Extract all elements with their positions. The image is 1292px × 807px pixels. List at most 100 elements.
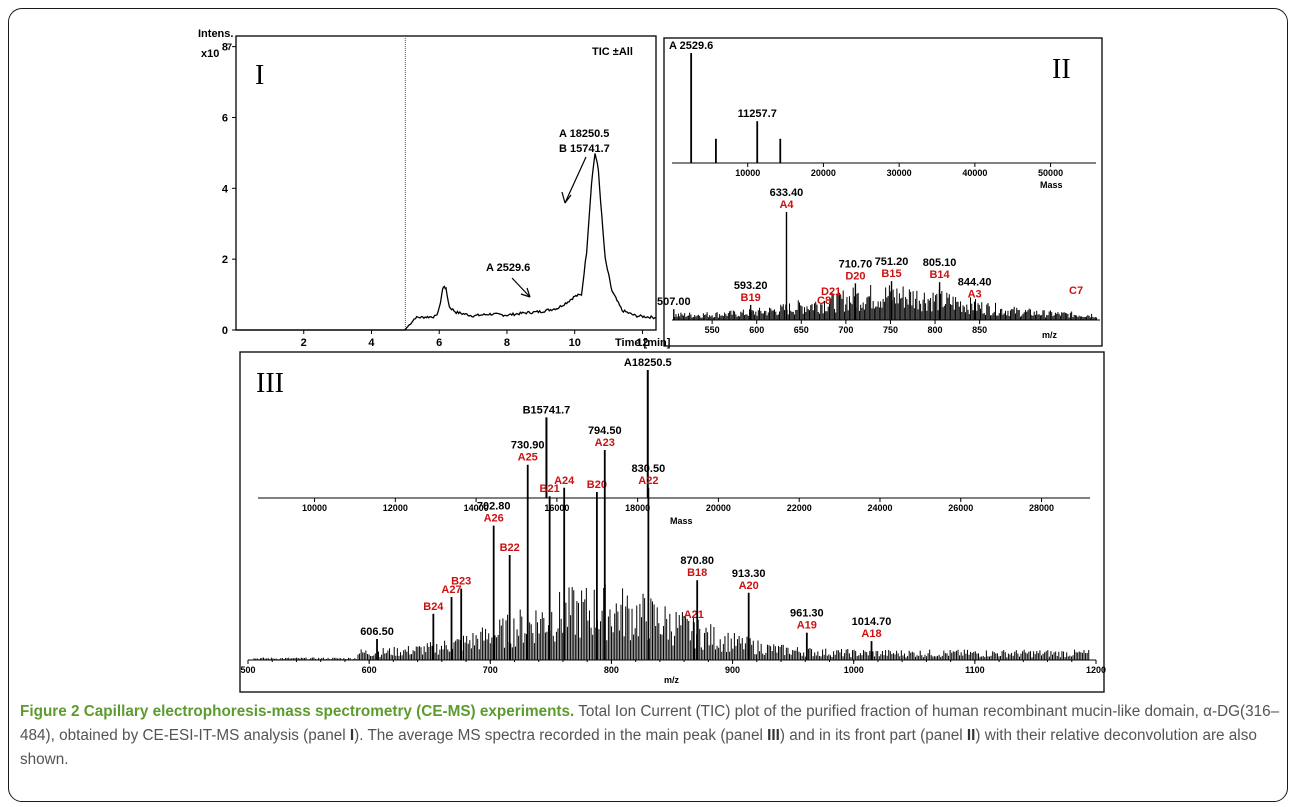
panel-iii-ms-ion-label: B23 [451,576,471,588]
panel-i-frame [235,35,657,331]
caption-bold-1: I [349,727,355,744]
panel-iii-ms-ion-label: A18 [861,628,881,640]
panel-iii-ms-peak-label: 830.50 [632,463,666,475]
panel-i-x-tick-label: 6 [436,337,442,349]
panel-iii-ms-ion-label: A25 [518,452,538,464]
panel-iii-ms-peak-label: 1014.70 [852,616,892,628]
panel-ii-ms-ion-label: A3 [968,289,982,301]
panel-iii-ms-tick-label: 1100 [965,665,985,675]
panel-iii-deconv-tick-label: 12000 [383,503,408,513]
panel-i-annotation-a-arrowhead [561,191,572,204]
panel-ii-ms-peak-label: 593.20 [734,280,768,292]
panel-ii-deconv-peak-label: A 2529.6 [669,40,713,52]
panel-ii-ms-ion-label: B14 [929,269,950,281]
panel-ii-ms-ion-label: B19 [741,292,761,304]
panel-iii-ms-ion-label: A26 [484,513,504,525]
panel-iii-ms-ion-label: A24 [554,475,575,487]
caption-text-4: ) with their relative deconvolution are … [20,727,1257,768]
panel-iii-deconv-peak-label: A18250.5 [624,357,672,369]
panel-iii-mass-label: Mass [670,516,693,526]
panel-iii-ms-ion-label: A20 [739,580,759,592]
panel-iii-ms-tick-label: 500 [240,665,255,675]
panel-ii-ms-peak-label: 507.00 [657,296,691,308]
panel-iii: III 10000 12000 14000 16000 18000 20000 22000 2… [239,351,1106,693]
caption-title: Figure 2 Capillary electrophoresis-mass … [20,703,575,720]
panel-ii-ms-tick-label: 600 [749,325,764,335]
caption-bold-3: II [966,727,976,744]
panel-i-x-tick-label: 4 [368,337,375,349]
panel-iii-ms-ion-label: B18 [687,567,707,579]
panel-i-y-tick-label: 4 [222,183,229,195]
panel-ii-ms-ion-label: D20 [845,270,865,282]
panel-iii-ms-ion-label: B24 [423,601,444,613]
panel-ii-deconv-tick-label: 10000 [735,168,760,178]
caption-bold-2: III [767,727,780,744]
panel-iii-ms-peak-label: 730.90 [511,440,545,452]
panel-iii-ms-ion-label: B22 [500,542,520,554]
panel-iii-ms-tick-label: 1000 [844,665,864,675]
panel-i-y-tick-label: 2 [222,254,228,266]
panel-iii-ms-ion-label: A27 [441,584,461,596]
panel-ii-ms-tick-label: 650 [794,325,809,335]
panel-iii-ms-peak-label: 606.50 [360,626,394,638]
panel-iii-deconv-tick-label: 26000 [948,503,973,513]
panel-iii-ms-spectrum: 500 600 700 800 900 1000 1100 1200606.50B24A27B… [240,425,1106,675]
panel-iii-ms-ion-label: A22 [638,475,658,487]
panel-iii-deconvolution: 10000 12000 14000 16000 18000 20000 22000 24000… [258,357,1090,513]
panel-i-y-exponent: 7 [227,42,232,52]
panel-ii-ms-tick-label: 800 [928,325,943,335]
panel-i-y-multiplier: x10 [201,48,219,60]
panel-i-trace-label: TIC ±All [592,46,633,58]
panel-i-tic-trace [236,153,657,331]
panel-i-x-axis-label: Time [min] [615,337,671,349]
panel-iii-ms-tick-label: 800 [604,665,619,675]
panel-iii-deconv-tick-label: 14000 [464,503,489,513]
panel-ii-ms-peak-label: 805.10 [923,257,957,269]
panel-iii-ms-tick-label: 900 [725,665,740,675]
panel-ii-ms-tick-label: 700 [838,325,853,335]
panel-i-annotation-b-arrowhead [520,287,531,298]
panel-i-roman-label: I [255,60,264,91]
panel-ii-deconv-tick-label: 50000 [1038,168,1063,178]
panel-ii: II 10000 20000 30000 40000 50000 A 2529.6 1125… [657,37,1103,347]
panel-ii-ms-tick-label: 750 [883,325,898,335]
panel-iii-frame [239,351,1105,693]
panel-iii-ms-tick-label: 1200 [1086,665,1106,675]
panel-ii-roman-label: II [1052,54,1071,85]
panel-i-annotation-b-arrow [511,277,531,298]
panel-ii-deconvolution: 10000 20000 30000 40000 50000 A 2529.6 11257.7 [669,40,1096,178]
panel-iii-deconv-tick-label: 22000 [787,503,812,513]
panel-i-y-title: Intens. [198,28,233,40]
panel-iii-ms-tick-label: 700 [483,665,498,675]
panel-iii-deconv-tick-label: 24000 [867,503,892,513]
panel-ii-ion-c7: C7 [1069,285,1083,297]
panel-ii-deconv-tick-label: 20000 [811,168,836,178]
panel-iii-ms-ion-label: A21 [684,609,704,621]
caption-text-3: ) and in its front part (panel [779,727,967,744]
panel-ii-ion-c8: C8 [817,295,831,307]
panel-i-annotation-b-line1: A 2529.6 [486,262,530,274]
panel-i-annotation-a-arrow [564,156,587,204]
panel-ii-ms-peak-label: 844.40 [958,277,992,289]
panel-i-x-tick-label: 8 [504,337,510,349]
panel-ii-ms-peak-label: 710.70 [839,258,873,270]
panel-i: Intens. x10 7 I TIC ±All Time [min] 2 4 6 8… [198,28,671,349]
panel-ii-ms-peak-label: 633.40 [770,187,804,199]
caption-text-1: Total Ion Current (TIC) plot of the puri… [20,703,1280,744]
panel-i-x-tick-label: 12 [636,337,648,349]
panel-ii-mass-label: Mass [1040,180,1063,190]
figure-svg: Intens. x10 7 I TIC ±All Time [min] 2 4 6 8… [198,28,1106,693]
panel-ii-deconv-peak-label: 11257.7 [738,108,777,120]
panel-iii-ms-ion-label: B21 [540,483,560,495]
panel-ii-ms-peak-label: 751.20 [875,256,909,268]
panel-iii-ms-peak-label: 702.80 [477,501,511,513]
panel-iii-deconv-tick-label: 10000 [302,503,327,513]
panel-i-y-tick-label: 8 [222,42,228,54]
panel-iii-ms-peak-label: 913.30 [732,568,766,580]
panel-iii-deconv-tick-label: 16000 [544,503,569,513]
panel-iii-ms-ion-label: B20 [587,479,607,491]
panel-iii-ms-peak-label: 870.80 [680,555,714,567]
panel-iii-deconv-tick-label: 20000 [706,503,731,513]
panel-iii-ms-ion-label: A19 [797,620,817,632]
panel-ii-ms-tick-label: 550 [705,325,720,335]
